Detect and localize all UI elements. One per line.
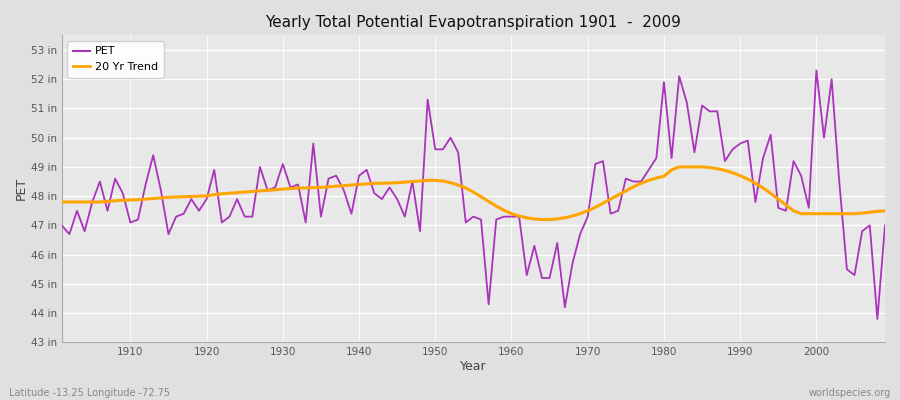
Y-axis label: PET: PET	[15, 177, 28, 200]
Legend: PET, 20 Yr Trend: PET, 20 Yr Trend	[68, 41, 164, 78]
Title: Yearly Total Potential Evapotranspiration 1901  -  2009: Yearly Total Potential Evapotranspiratio…	[266, 15, 681, 30]
X-axis label: Year: Year	[460, 360, 487, 373]
Text: Latitude -13.25 Longitude -72.75: Latitude -13.25 Longitude -72.75	[9, 388, 170, 398]
Text: worldspecies.org: worldspecies.org	[809, 388, 891, 398]
